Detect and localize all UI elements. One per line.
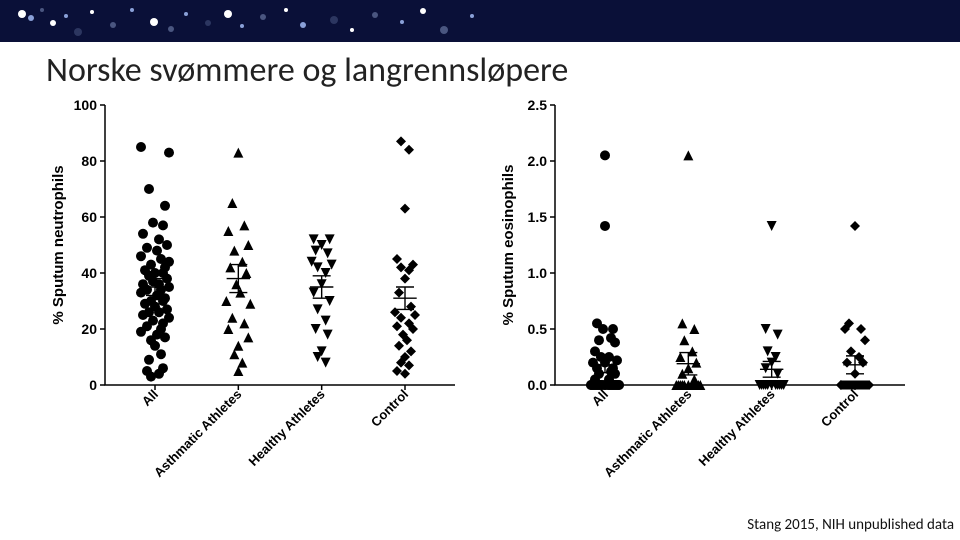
svg-text:0: 0 <box>89 377 97 393</box>
svg-text:60: 60 <box>81 209 97 225</box>
svg-text:0.5: 0.5 <box>528 321 548 337</box>
svg-text:2.0: 2.0 <box>528 153 548 169</box>
svg-text:All: All <box>139 387 161 409</box>
header-band <box>0 0 960 42</box>
charts-row: 020406080100% Sputum neutrophilsAllAsthm… <box>0 95 960 500</box>
page-title: Norske svømmere og langrennsløpere <box>46 50 960 91</box>
chart-eosinophils: 0.00.51.01.52.02.5% Sputum eosinophilsAl… <box>495 95 915 500</box>
svg-text:% Sputum eosinophils: % Sputum eosinophils <box>500 165 517 326</box>
svg-text:Control: Control <box>818 387 861 430</box>
svg-text:Asthmatic Athletes: Asthmatic Athletes <box>151 387 245 481</box>
svg-text:100: 100 <box>74 97 98 113</box>
chart-neutrophils: 0 20 40 60 80 100 % Sputum neutrophils AllAsthm… <box>45 95 465 500</box>
svg-text:80: 80 <box>81 153 97 169</box>
svg-text:Control: Control <box>368 387 411 430</box>
svg-text:0.0: 0.0 <box>528 377 548 393</box>
svg-text:Healthy Athletes: Healthy Athletes <box>695 387 777 469</box>
svg-text:Healthy Athletes: Healthy Athletes <box>245 387 327 469</box>
svg-text:1.0: 1.0 <box>528 265 548 281</box>
svg-text:1.5: 1.5 <box>528 209 548 225</box>
svg-text:2.5: 2.5 <box>528 97 548 113</box>
svg-text:% Sputum neutrophils: % Sputum neutrophils <box>50 165 67 324</box>
citation: Stang 2015, NIH unpublished data <box>747 516 954 534</box>
svg-text:20: 20 <box>81 321 97 337</box>
svg-text:Asthmatic Athletes: Asthmatic Athletes <box>601 387 695 481</box>
svg-text:40: 40 <box>81 265 97 281</box>
